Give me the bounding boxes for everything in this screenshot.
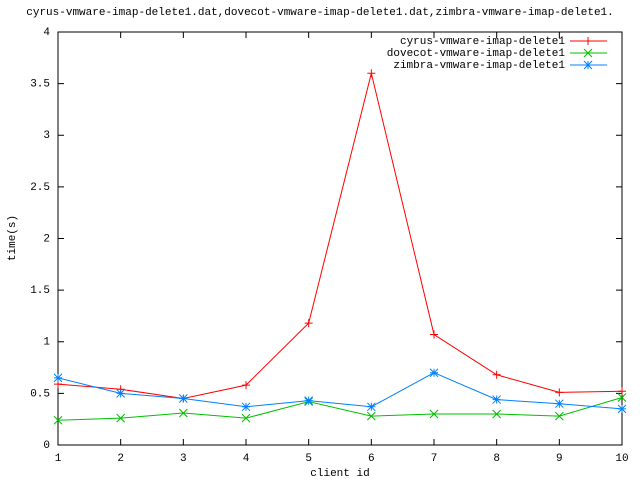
x-tick-label: 6 (368, 453, 375, 465)
y-tick-label: 1.5 (30, 285, 50, 297)
data-point (53, 373, 63, 383)
data-point (116, 413, 126, 423)
x-tick-label: 8 (493, 453, 500, 465)
y-axis-label: time(s) (7, 215, 19, 261)
x-tick-label: 7 (431, 453, 438, 465)
data-point (53, 415, 63, 425)
series-line (57, 397, 623, 421)
data-point (178, 408, 188, 418)
x-tick-label: 5 (305, 453, 312, 465)
legend-marker (584, 37, 592, 45)
y-tick-label: 1 (43, 337, 50, 349)
y-tick-label: 4 (43, 27, 50, 39)
legend-label: zimbra-vmware-imap-delete1 (393, 60, 565, 72)
data-point (554, 399, 564, 409)
data-point (116, 389, 126, 398)
data-point (429, 409, 439, 419)
data-point (430, 330, 438, 339)
data-point (178, 394, 188, 403)
x-tick-label: 10 (615, 453, 628, 465)
data-point (367, 69, 376, 78)
x-tick-label: 4 (243, 453, 250, 465)
x-tick-label: 3 (180, 453, 187, 465)
data-point (492, 395, 502, 404)
data-point (618, 387, 626, 396)
data-point (241, 402, 251, 412)
data-point (492, 409, 502, 419)
y-tick-label: 3 (43, 130, 50, 142)
data-point (429, 368, 439, 378)
x-tick-label: 9 (556, 453, 563, 465)
data-point (241, 413, 251, 423)
x-tick-label: 1 (55, 453, 62, 465)
data-point (617, 393, 627, 402)
data-point (555, 388, 564, 397)
x-axis-label: client id (310, 468, 369, 480)
series-line (57, 73, 623, 400)
x-tick-label: 2 (117, 453, 124, 465)
series-line (57, 372, 623, 410)
legend-label: dovecot-vmware-imap-delete1 (387, 48, 566, 60)
legend-marker (583, 60, 593, 70)
data-point (492, 370, 501, 379)
legend-label: cyrus-vmware-imap-delete1 (400, 36, 565, 48)
data-point (366, 402, 376, 412)
data-point (242, 381, 250, 390)
legend-marker (583, 48, 593, 58)
chart-title: cyrus-vmware-imap-delete1.dat,dovecot-vm… (26, 7, 614, 19)
data-point (304, 319, 313, 328)
y-tick-label: 2.5 (30, 182, 50, 194)
data-point (554, 411, 564, 421)
data-point (366, 411, 376, 421)
y-tick-label: 0.5 (30, 388, 50, 400)
data-point (617, 404, 627, 414)
y-tick-label: 0 (43, 440, 50, 452)
y-tick-label: 2 (43, 233, 50, 245)
y-tick-label: 3.5 (30, 79, 50, 91)
data-point (304, 396, 314, 405)
